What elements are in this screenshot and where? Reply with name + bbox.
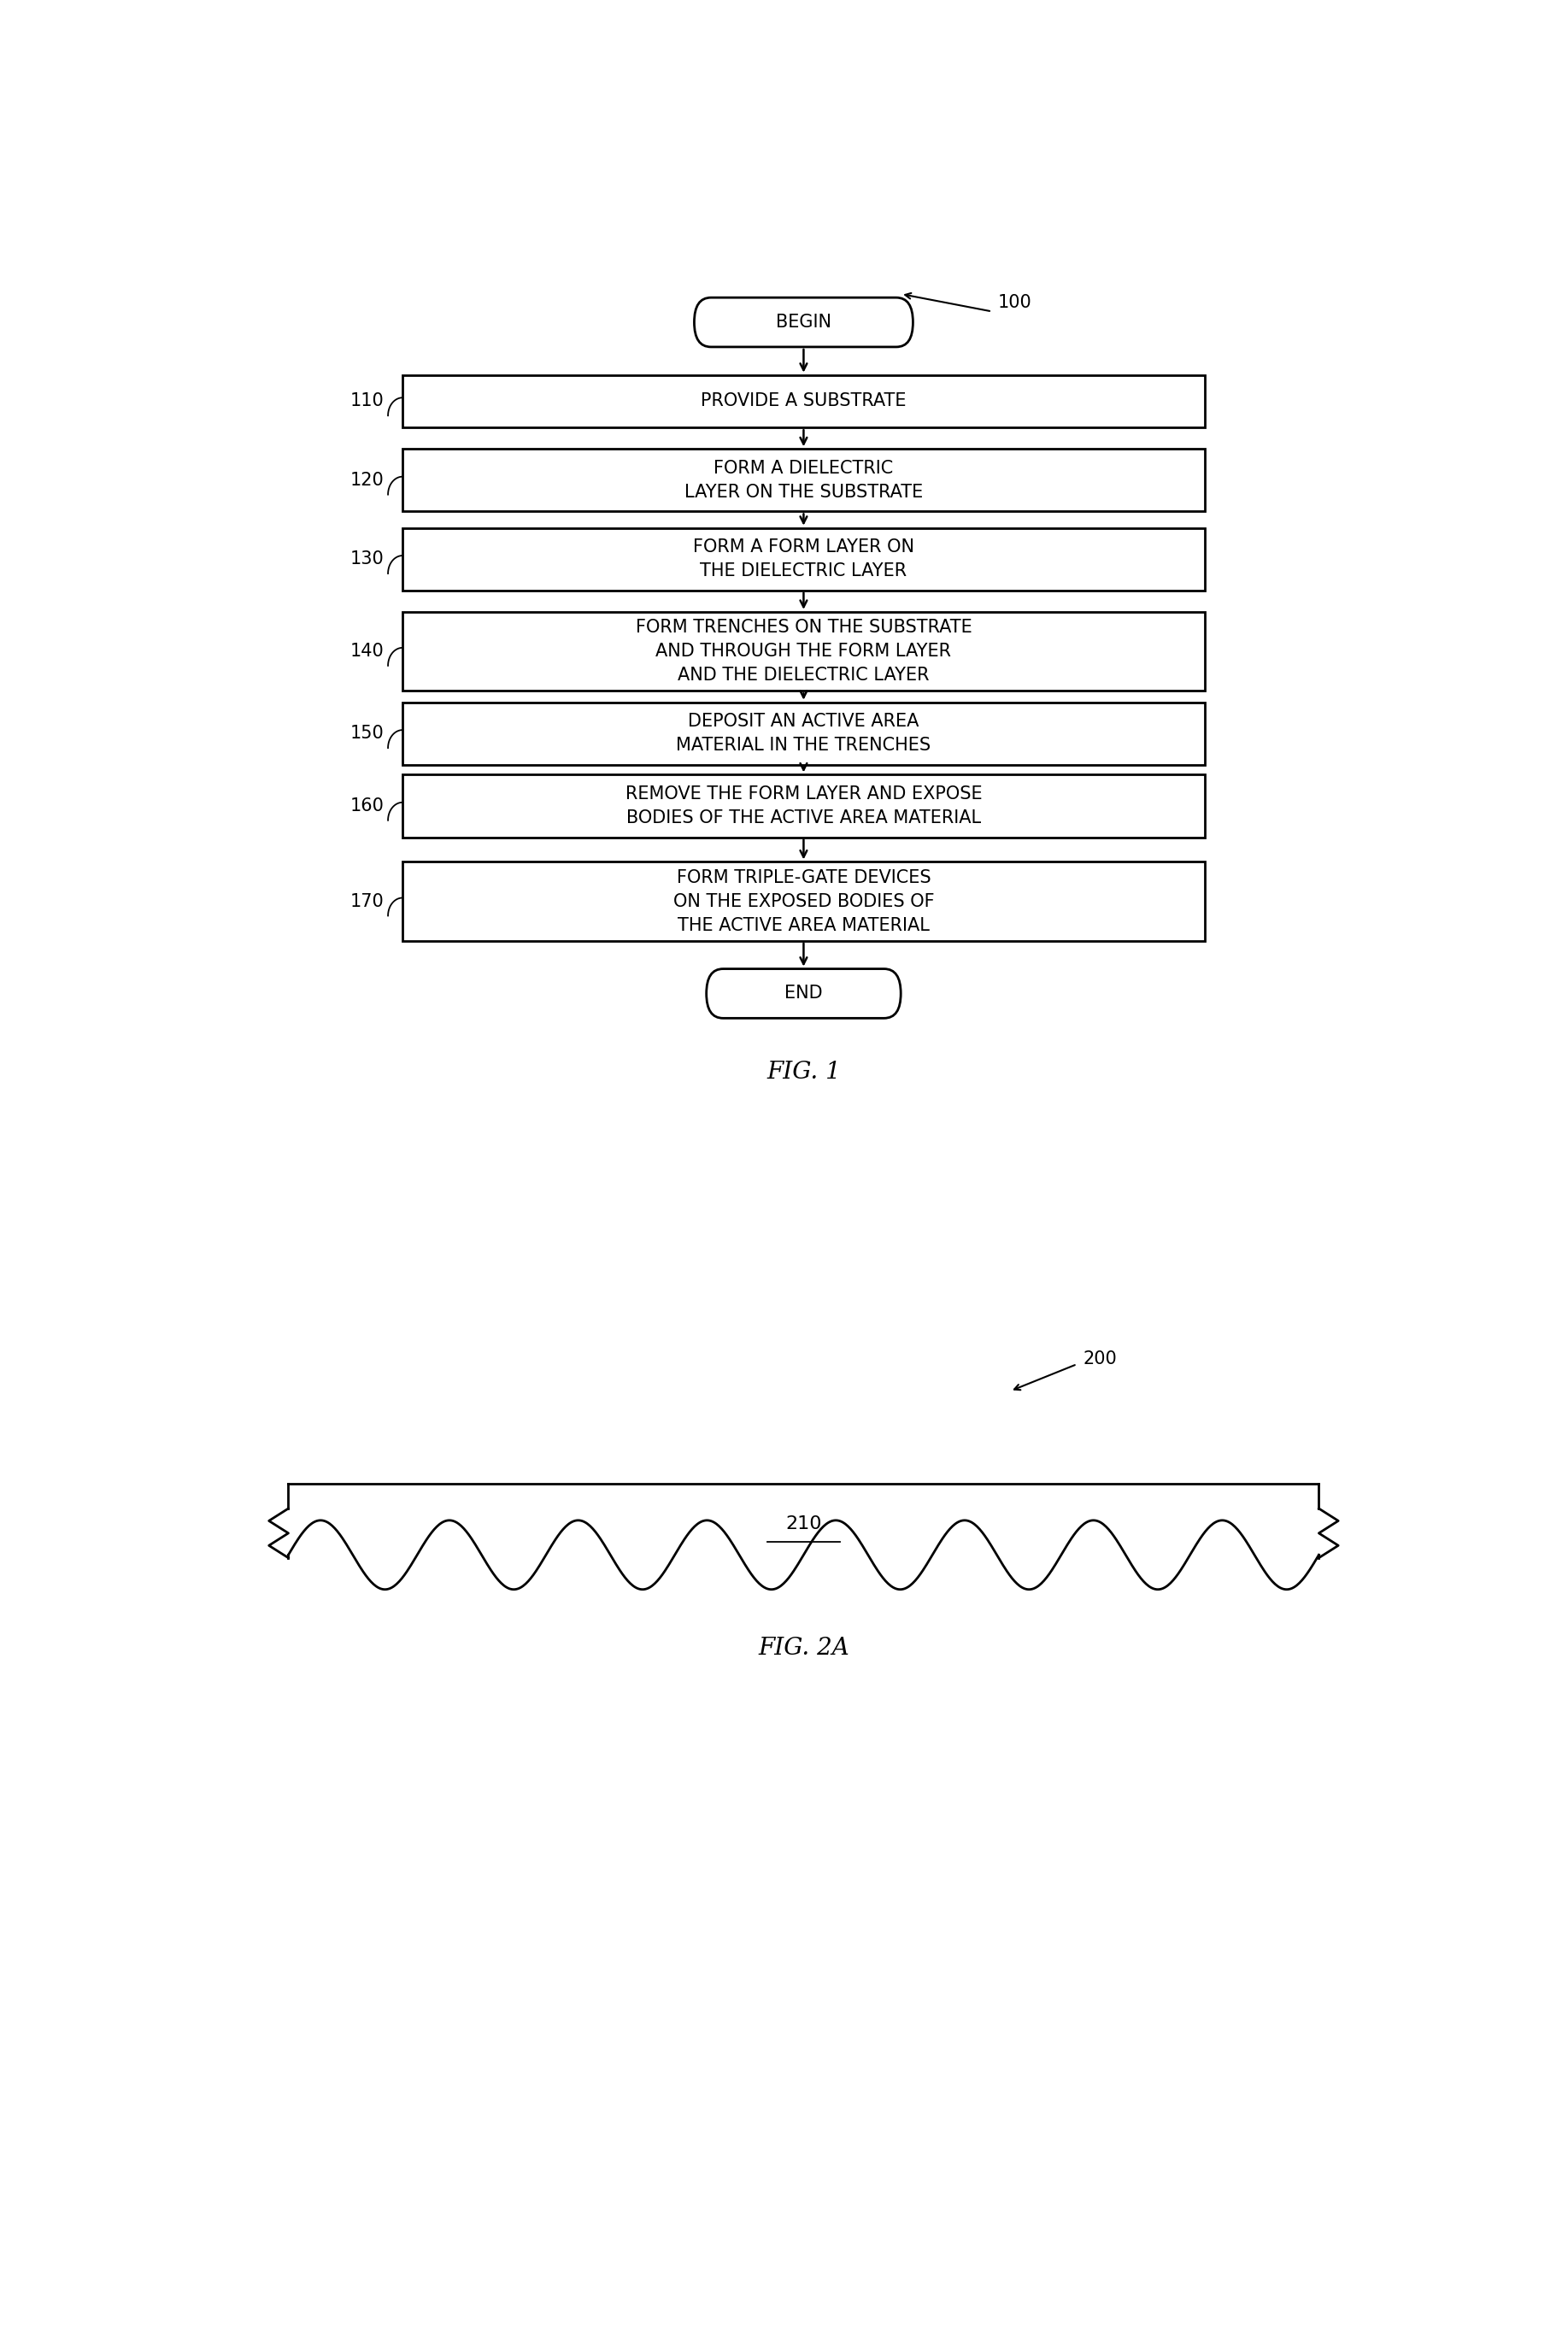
Text: END: END [784,985,823,1001]
Text: 200: 200 [1083,1351,1116,1367]
FancyBboxPatch shape [403,529,1204,592]
Text: 120: 120 [350,473,384,489]
Text: 150: 150 [350,724,384,743]
FancyBboxPatch shape [403,703,1204,764]
FancyBboxPatch shape [706,969,900,1018]
Text: FORM A FORM LAYER ON
THE DIELECTRIC LAYER: FORM A FORM LAYER ON THE DIELECTRIC LAYE… [693,538,914,580]
FancyBboxPatch shape [403,613,1204,692]
Text: FORM TRIPLE-GATE DEVICES
ON THE EXPOSED BODIES OF
THE ACTIVE AREA MATERIAL: FORM TRIPLE-GATE DEVICES ON THE EXPOSED … [673,869,935,934]
Text: 160: 160 [350,797,384,815]
Text: FORM TRENCHES ON THE SUBSTRATE
AND THROUGH THE FORM LAYER
AND THE DIELECTRIC LAY: FORM TRENCHES ON THE SUBSTRATE AND THROU… [635,620,972,685]
Text: 100: 100 [997,293,1032,312]
FancyBboxPatch shape [403,375,1204,429]
Text: 170: 170 [350,892,384,911]
FancyBboxPatch shape [403,449,1204,512]
Text: DEPOSIT AN ACTIVE AREA
MATERIAL IN THE TRENCHES: DEPOSIT AN ACTIVE AREA MATERIAL IN THE T… [676,713,931,755]
Text: 210: 210 [786,1516,822,1532]
FancyBboxPatch shape [403,862,1204,941]
Text: 130: 130 [350,550,384,568]
Text: 110: 110 [350,394,384,410]
Text: FORM A DIELECTRIC
LAYER ON THE SUBSTRATE: FORM A DIELECTRIC LAYER ON THE SUBSTRATE [684,459,924,501]
Text: FIG. 2A: FIG. 2A [757,1637,850,1661]
Text: REMOVE THE FORM LAYER AND EXPOSE
BODIES OF THE ACTIVE AREA MATERIAL: REMOVE THE FORM LAYER AND EXPOSE BODIES … [626,785,982,827]
Text: 140: 140 [350,643,384,659]
Text: FIG. 1: FIG. 1 [767,1060,840,1083]
FancyBboxPatch shape [695,298,913,347]
Text: BEGIN: BEGIN [776,314,831,331]
Text: PROVIDE A SUBSTRATE: PROVIDE A SUBSTRATE [701,394,906,410]
FancyBboxPatch shape [403,776,1204,836]
